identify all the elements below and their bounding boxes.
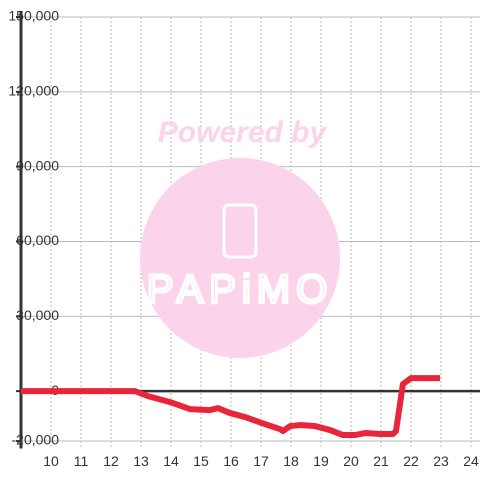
watermark-icon [222, 203, 258, 259]
x-tick-label: 10 [43, 453, 59, 469]
x-tick-label: 11 [74, 453, 89, 469]
x-tick-label: 17 [253, 453, 269, 469]
x-tick-label: 12 [103, 453, 119, 469]
x-tick-label: 19 [313, 453, 329, 469]
line [21, 375, 441, 439]
y-tick-label: 30,000 [16, 307, 59, 323]
x-tick-label: 23 [433, 453, 449, 469]
x-tick-label: 22 [403, 453, 419, 469]
y-tick-label: 120,000 [8, 83, 59, 99]
x-tick-label: 21 [373, 453, 389, 469]
y-tick-label: -20,000 [12, 432, 60, 448]
x-tick-label: 15 [193, 453, 209, 469]
y-tick-label: 60,000 [16, 232, 59, 248]
x-tick-label: 20 [343, 453, 359, 469]
x-tick-label: 14 [163, 453, 179, 469]
x-tick-label: 24 [463, 453, 479, 469]
y-tick-label: 150,000 [8, 8, 59, 24]
x-tick-label: 18 [283, 453, 299, 469]
y-tick-label: 90,000 [16, 157, 59, 173]
x-tick-label: 13 [133, 453, 149, 469]
watermark-bottom: PAPiMO [147, 268, 333, 312]
watermark-top: Powered by [158, 116, 328, 149]
x-tick-label: 16 [223, 453, 239, 469]
